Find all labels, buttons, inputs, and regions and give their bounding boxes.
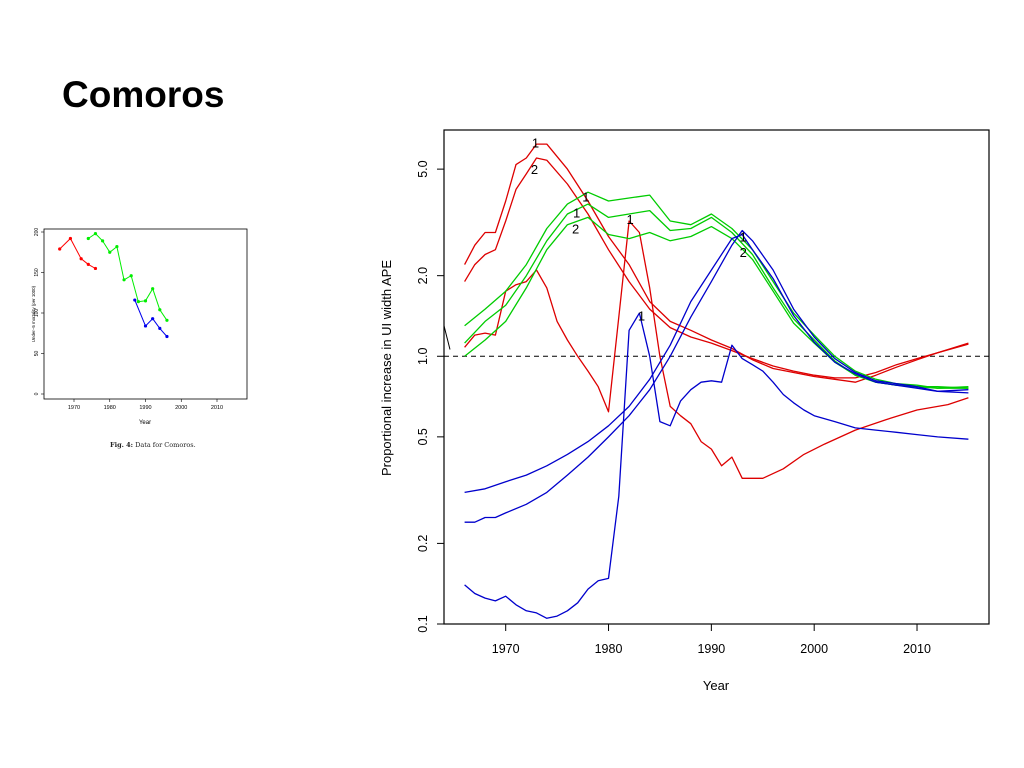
- thumbnail-data-point: [129, 274, 133, 278]
- thumbnail-caption-label: Fig. 4:: [110, 441, 134, 449]
- thumbnail-data-point: [108, 250, 112, 254]
- line-annotation-label: 1: [638, 308, 645, 323]
- x-tick-label: 2000: [800, 642, 828, 656]
- thumbnail-x-tick-label: 2010: [211, 405, 223, 411]
- y-tick-label: 1.0: [416, 348, 430, 365]
- line-annotation-label: 1: [627, 212, 634, 227]
- thumbnail-data-point: [93, 266, 98, 271]
- thumbnail-x-tick-label: 1980: [104, 405, 116, 411]
- series-line: [464, 312, 969, 619]
- x-tick-label: 1990: [697, 642, 725, 656]
- thumbnail-y-tick-label: 200: [34, 228, 40, 237]
- main-chart: 1970 1980 1990 2000 2010 0.1 0.2 0.5 1.0 2.0 5.0 1…: [379, 129, 990, 693]
- slide-title: Comoros: [62, 74, 225, 115]
- thumbnail-x-tick-label: 1990: [139, 405, 151, 411]
- thumbnail-y-tick-label: 150: [34, 268, 40, 277]
- thumbnail-data-point: [86, 236, 90, 241]
- thumbnail-data-point: [158, 308, 162, 312]
- thumbnail-y-axis-label: Under−5 mortality (per 1000): [31, 285, 36, 342]
- thumbnail-y-tick-label: 0: [34, 392, 40, 395]
- y-tick-label: 0.5: [416, 428, 430, 445]
- thumbnail-y-tick-label: 100: [34, 309, 40, 318]
- series-line: [464, 143, 969, 383]
- thumbnail-x-tick-label: 1970: [68, 405, 80, 411]
- series-line: [464, 157, 969, 379]
- x-tick-label: 1980: [595, 642, 623, 656]
- thumbnail-data-point: [122, 278, 126, 282]
- line-annotation-label: 2: [531, 162, 538, 177]
- series-line: [464, 203, 969, 389]
- line-annotation-label: 1: [532, 135, 539, 150]
- thumbnail-data-point: [143, 324, 148, 328]
- x-axis-label: Year: [703, 678, 730, 693]
- thumbnail-x-tick-label: 2000: [175, 405, 187, 411]
- line-annotation-label: 1: [740, 230, 747, 245]
- thumbnail-data-point: [115, 244, 119, 249]
- thumbnail-series-line: [59, 237, 96, 269]
- thumbnail-data-point: [133, 298, 137, 302]
- thumbnail-data-point: [143, 299, 148, 303]
- reference-line-break: [443, 325, 451, 350]
- thumbnail-caption: Fig. 4: Data for Comoros.: [110, 441, 196, 449]
- thumbnail-caption-text: Data for Comoros.: [135, 441, 196, 449]
- thumbnail-x-axis-label: Year: [139, 420, 151, 426]
- thumbnail-data-point: [165, 318, 169, 322]
- y-tick-label: 0.1: [416, 615, 430, 632]
- line-annotation-label: 2: [572, 222, 579, 237]
- thumbnail-chart: 1970 1980 1990 2000 2010 0 50 100 150 200 Year Un…: [31, 228, 248, 426]
- line-annotation-label: 1: [573, 205, 580, 220]
- thumbnail-data-point: [101, 239, 105, 243]
- thumbnail-y-tick-label: 50: [34, 351, 40, 357]
- thumbnail-data-point: [158, 326, 162, 330]
- y-tick-label: 5.0: [416, 160, 430, 177]
- line-annotation-label: 1: [582, 190, 589, 205]
- thumbnail-series-line: [88, 232, 168, 321]
- main-plot-frame: [443, 129, 990, 625]
- series-line: [464, 229, 969, 523]
- thumbnail-data-point: [68, 236, 73, 241]
- thumbnail-plot-frame: [43, 228, 248, 400]
- thumbnail-data-point: [136, 300, 140, 304]
- thumbnail-data-point: [93, 232, 98, 236]
- thumbnail-data-point: [151, 317, 155, 321]
- line-annotation-label: 2: [740, 245, 747, 260]
- series-line: [464, 191, 969, 389]
- thumbnail-data-point: [165, 334, 169, 339]
- series-line: [464, 220, 969, 479]
- thumbnail-data-point: [151, 287, 155, 291]
- series-line: [464, 216, 969, 389]
- x-tick-label: 2010: [903, 642, 931, 656]
- thumbnail-data-point: [79, 257, 83, 261]
- thumbnail-series-line: [134, 299, 168, 337]
- x-tick-label: 1970: [492, 642, 520, 656]
- thumbnail-data-point: [86, 262, 90, 266]
- y-axis-label: Proportional increase in UI width APE: [379, 260, 394, 476]
- thumbnail-data-point: [58, 247, 62, 251]
- y-tick-label: 2.0: [416, 267, 430, 284]
- series-line: [464, 233, 969, 494]
- y-tick-label: 0.2: [416, 535, 430, 552]
